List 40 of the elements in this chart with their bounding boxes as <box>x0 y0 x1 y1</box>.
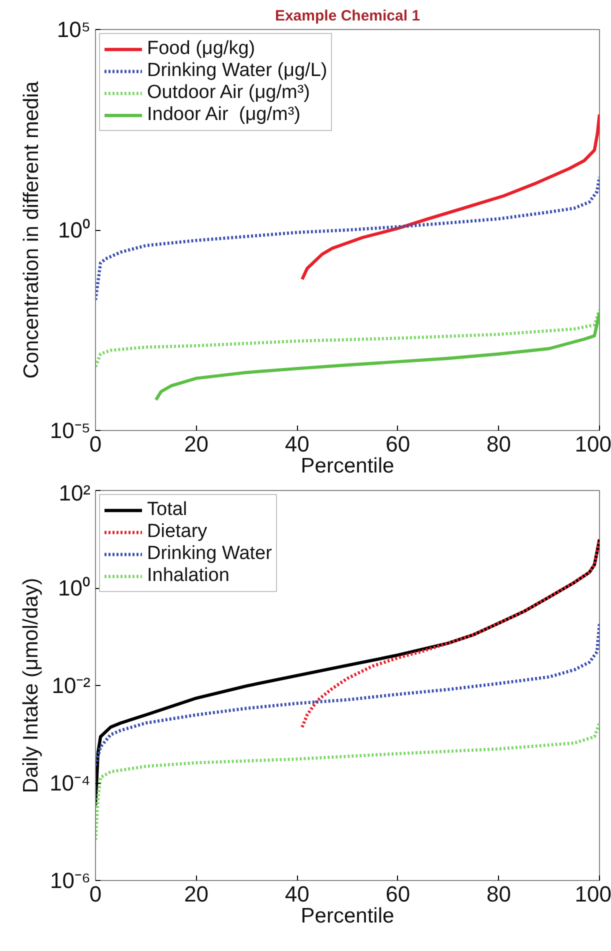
y-tick-label: 10⁻⁴ <box>50 770 91 796</box>
legend-label: Inhalation <box>147 565 230 587</box>
legend-label: Drinking Water <box>147 543 272 565</box>
line-series <box>96 721 600 842</box>
x-tick-label: 80 <box>486 882 511 906</box>
legend-label: Food (μg/kg) <box>147 38 256 60</box>
x-tick-label: 60 <box>386 432 410 456</box>
chart-title: Example Chemical 1 <box>274 8 420 24</box>
legend-label: Outdoor Air (μg/m³) <box>147 82 310 104</box>
y-tick-label: 10⁻⁵ <box>50 418 91 443</box>
x-axis-title: Percentile <box>300 454 394 478</box>
line-series <box>96 622 600 767</box>
legend-label: Total <box>147 499 188 521</box>
y-tick-label: 10² <box>58 480 90 506</box>
x-tick-label: 60 <box>386 882 410 906</box>
line-series <box>96 308 600 368</box>
x-tick-label: 0 <box>89 882 102 906</box>
x-tick-label: 100 <box>574 882 611 906</box>
y-tick-label: 10⁵ <box>56 17 91 42</box>
x-tick-label: 40 <box>284 882 310 906</box>
y-tick-label: 10⁰ <box>58 576 91 600</box>
legend-label: Indoor Air (μg/m³) <box>147 104 300 126</box>
y-axis-title: Daily Intake (μmol/day) <box>20 578 43 794</box>
x-tick-label: 0 <box>89 432 102 456</box>
line-series <box>300 538 600 729</box>
line-series <box>154 311 600 402</box>
line-series <box>96 175 600 302</box>
y-tick-label: 10⁻² <box>52 673 90 698</box>
x-tick-label: 20 <box>184 882 209 906</box>
line-series <box>300 112 600 281</box>
x-tick-label: 40 <box>284 432 310 456</box>
legend-label: Drinking Water (μg/L) <box>147 60 328 82</box>
x-tick-label: 80 <box>486 432 511 456</box>
y-tick-label: 10⁰ <box>58 218 91 242</box>
y-tick-label: 10⁻⁶ <box>50 868 91 893</box>
x-tick-label: 100 <box>574 432 611 456</box>
legend-label: Dietary <box>147 521 208 543</box>
x-axis-title: Percentile <box>300 904 394 928</box>
x-tick-label: 20 <box>184 432 209 456</box>
y-axis-title: Concentration in different media <box>20 81 43 379</box>
